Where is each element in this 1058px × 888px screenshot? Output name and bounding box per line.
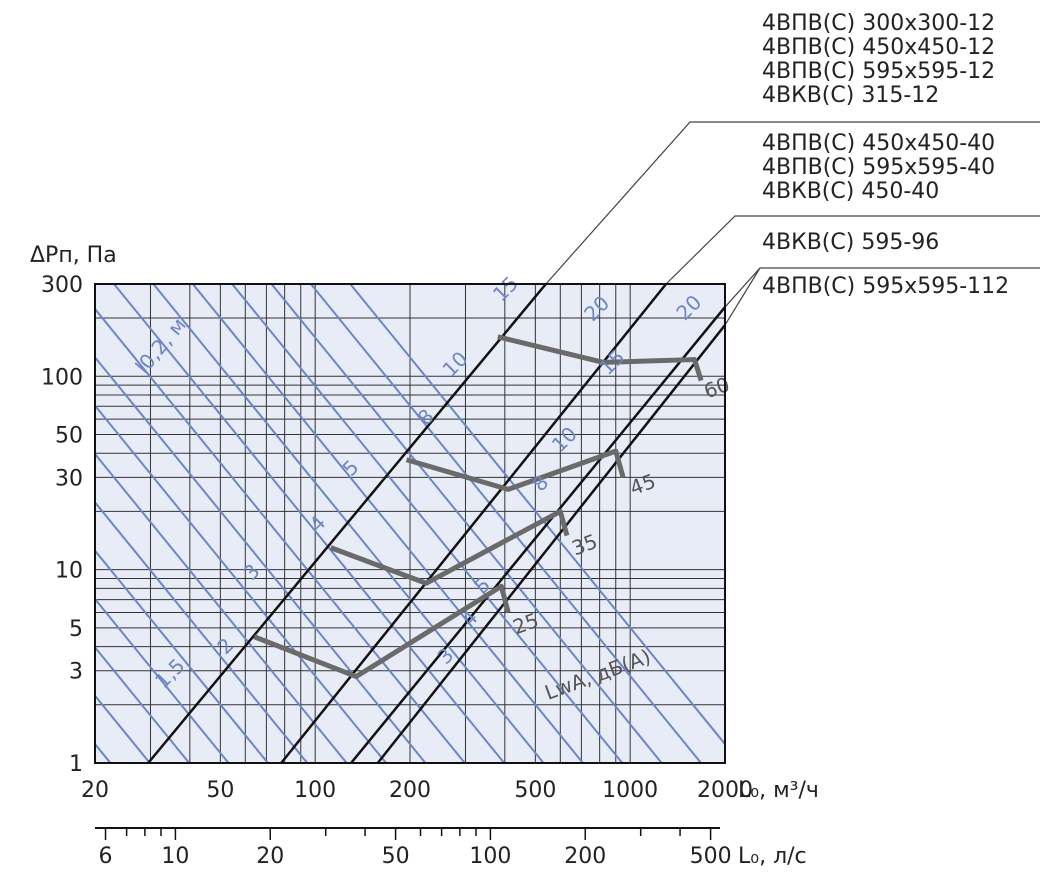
legend-entry-line: 4ВПВ(С) 450x450-12 xyxy=(762,35,995,60)
x-tick-label: 20 xyxy=(81,778,109,803)
x2-tick-label: 6 xyxy=(99,844,113,869)
legend-entry-line: 4ВПВ(С) 300x300-12 xyxy=(762,11,995,36)
y-tick-label: 5 xyxy=(69,617,83,642)
legend-entry-line: 4ВПВ(С) 595x595-12 xyxy=(762,59,995,84)
noise-curve-45 xyxy=(405,448,626,492)
l02-isoline xyxy=(94,453,348,764)
y-tick-label: 50 xyxy=(55,423,83,448)
l02-isoline xyxy=(349,283,726,745)
x-tick-label: 500 xyxy=(514,778,556,803)
plot-frame xyxy=(94,283,726,764)
x2-axis-title: L₀, л/с xyxy=(738,844,807,869)
x2-tick-label: 100 xyxy=(469,844,511,869)
l02-isoline xyxy=(113,283,505,764)
y-tick-label: 10 xyxy=(55,559,83,584)
x-tick-label: 2000 xyxy=(697,778,753,803)
l02-isoline xyxy=(94,356,427,764)
l02-isoline xyxy=(94,550,269,764)
l02-isoline xyxy=(192,283,584,764)
x2-tick-label: 20 xyxy=(256,844,284,869)
legend-entry-line: 4ВКВ(С) 595-96 xyxy=(762,230,939,255)
legend-entry-line: 4ВПВ(С) 595x595-112 xyxy=(762,274,1009,299)
y-tick-label: 1 xyxy=(69,752,83,777)
l02-isoline xyxy=(270,283,663,764)
legend-entry-line: 4ВКВ(С) 450-40 xyxy=(762,179,939,204)
x2-tick-label: 50 xyxy=(382,844,410,869)
x2-tick-label: 200 xyxy=(564,844,606,869)
leader-line-4 xyxy=(724,267,761,326)
x-tick-label: 1000 xyxy=(602,778,658,803)
y-tick-label: 3 xyxy=(69,660,83,685)
leader-line-1 xyxy=(545,121,1040,285)
l02-isoline xyxy=(94,646,190,764)
axes: 20 50 100 200 500 1000 2000 1 3 5 10 30 50 100 300 L₀, … xyxy=(30,243,819,869)
x-tick-label: 200 xyxy=(389,778,431,803)
x-tick-label: 100 xyxy=(294,778,336,803)
x2-tick-label: 500 xyxy=(690,844,732,869)
x-tick-label: 50 xyxy=(206,778,234,803)
series-line-1 xyxy=(147,283,547,764)
noise-curve-35 xyxy=(329,508,570,586)
x-axis-title: L₀, м³/ч xyxy=(738,778,819,803)
l02-isoline xyxy=(94,743,112,764)
y-axis-title: ΔPп, Па xyxy=(30,243,117,268)
leader-line-2 xyxy=(665,215,1040,285)
y-tick-label: 30 xyxy=(55,466,83,491)
noise-curve-25 xyxy=(253,583,511,680)
l02-isoline xyxy=(231,283,624,764)
y-tick-label: 300 xyxy=(41,273,83,298)
series-line-4 xyxy=(376,324,726,764)
legend-entry-line: 4ВПВ(С) 450x450-40 xyxy=(762,131,995,156)
series-line-3 xyxy=(350,306,726,764)
l02-isoline xyxy=(94,405,387,764)
noise-level-curves xyxy=(253,334,704,680)
x2-tick-label: 10 xyxy=(161,844,189,869)
y-tick-label: 100 xyxy=(41,365,83,390)
legend-entry-line: 4ВКВ(С) 315-12 xyxy=(762,83,939,108)
series-lines xyxy=(147,121,1040,764)
l02-isoline xyxy=(94,501,309,764)
l02-isoline xyxy=(94,598,230,764)
legend-entry-line: 4ВПВ(С) 595x595-40 xyxy=(762,155,995,180)
l02-isoline xyxy=(94,695,151,764)
l02-isoline xyxy=(310,283,702,764)
l02-isoline xyxy=(94,308,466,764)
noise-curve-60 xyxy=(497,334,704,382)
